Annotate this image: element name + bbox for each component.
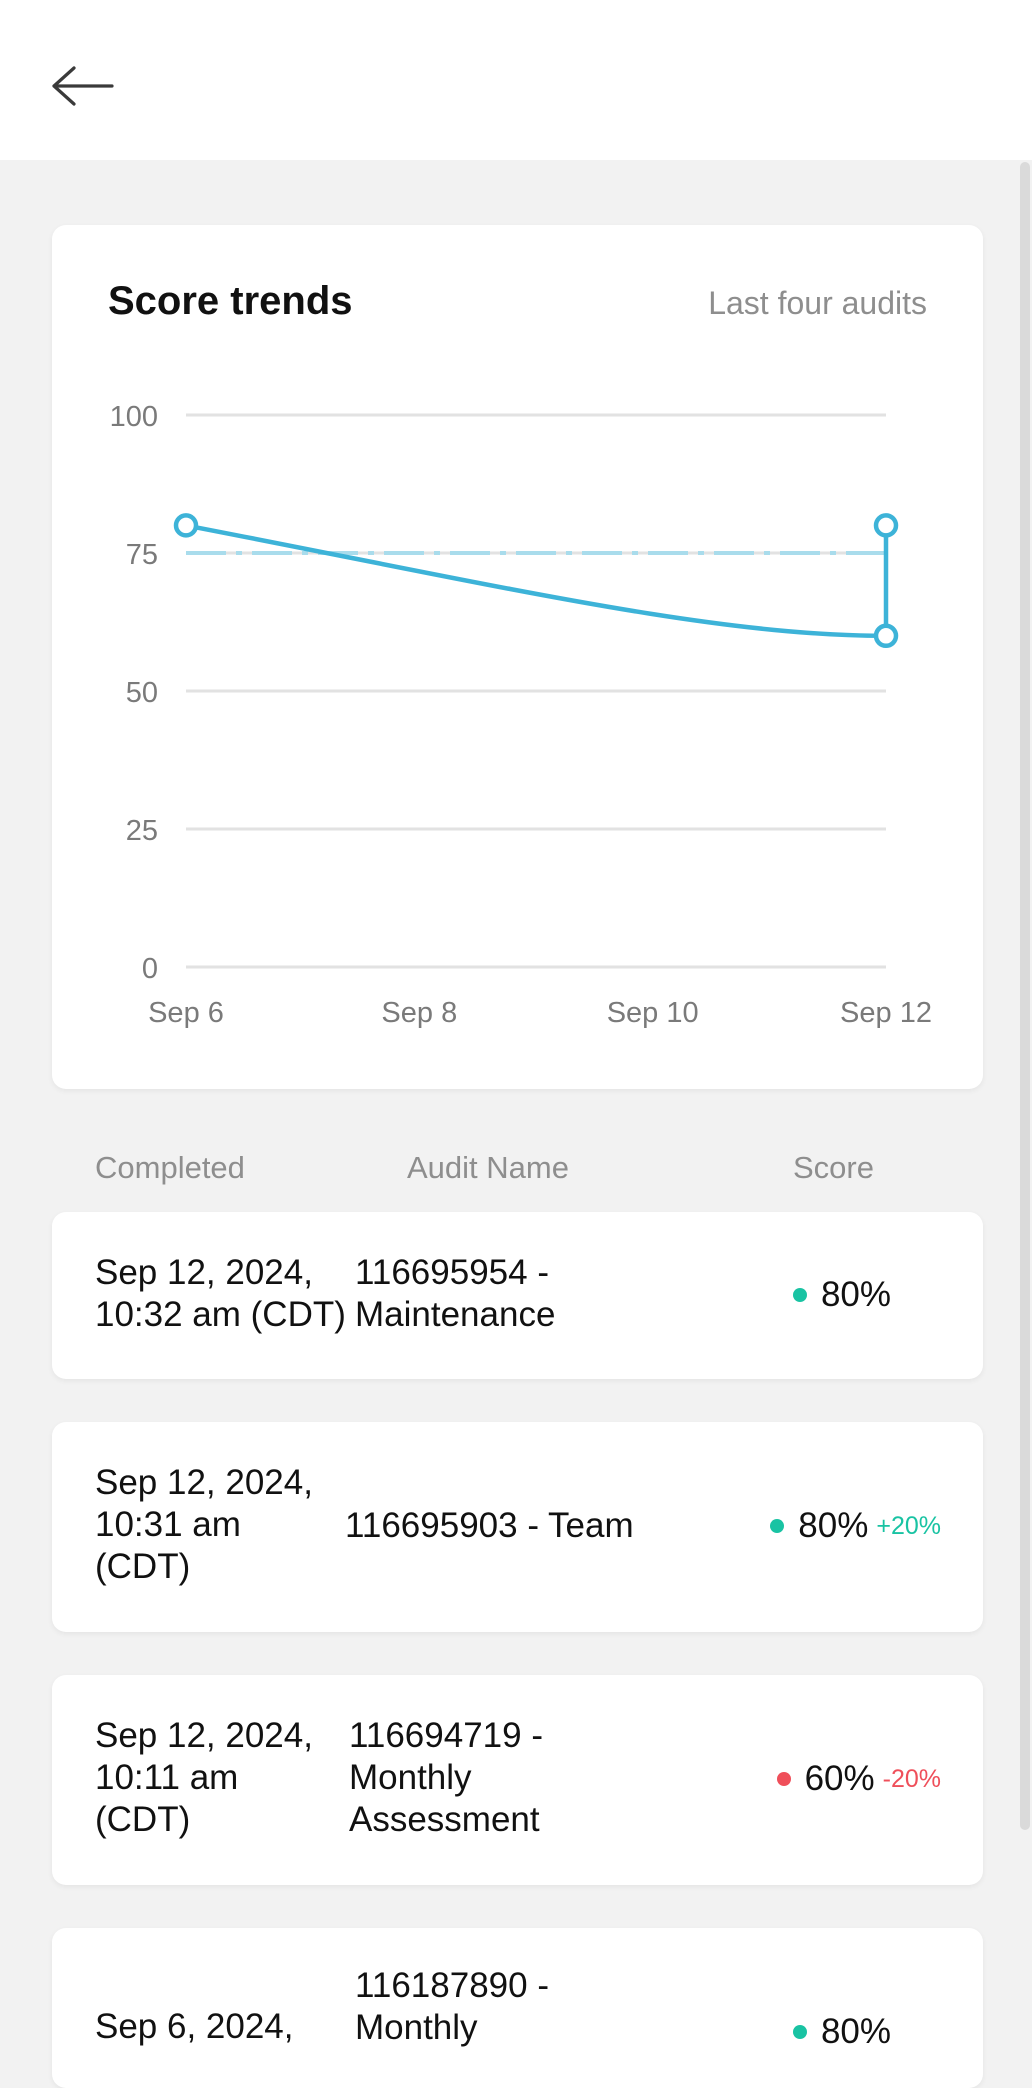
audit-name-line: 116695954 - [355,1253,549,1292]
audit-name-line: Monthly [349,1758,472,1797]
score-value: 80% [820,1275,891,1314]
series-line [185,523,889,639]
audit-name-line: 116694719 - [349,1716,543,1755]
completed-date: Sep 12, 2024, 10:32 am (CDT) [95,1252,346,1336]
audit-name: 116695903 - Team [345,1505,634,1547]
header-completed: Completed [95,1150,245,1185]
completed-date-line: Sep 12, 2024, [95,1463,313,1502]
audit-name-line: 116695903 - Team [345,1506,634,1545]
status-dot [792,1288,807,1302]
status-dot [776,1772,791,1786]
audit-name: 116694719 - Monthly Assessment [349,1715,543,1841]
chart-subtitle: Last four audits [708,285,927,321]
completed-date-line: 10:11 am [95,1758,239,1797]
audit-row[interactable]: Sep 12, 2024, 10:11 am (CDT) 116694719 - Mon… [52,1675,983,1885]
table-header: Completed Audit Name Score [0,1150,1032,1194]
score-delta: -20% [882,1764,941,1793]
y-tick-label: 25 [126,815,158,847]
score-cell: 60% -20% [776,1757,941,1801]
arrow-left-icon [52,66,114,106]
data-point [173,513,199,538]
scrollbar-thumb[interactable] [1020,162,1030,1830]
x-tick-label: Sep 10 [607,997,699,1029]
score-trends-card: Score trends Last four audits 0 25 50 75 100… [52,225,983,1089]
score-cell: 80% [792,2010,891,2054]
completed-date-line: Sep 12, 2024, [95,1716,313,1755]
y-tick-label: 100 [110,401,158,433]
score-value: 60% [804,1759,875,1798]
audit-row[interactable]: Sep 6, 2024, 116187890 - Monthly 80% [52,1928,983,2088]
score-value: 80% [798,1506,869,1545]
completed-date: Sep 12, 2024, 10:11 am (CDT) [95,1715,313,1841]
x-tick-label: Sep 8 [381,997,457,1029]
score-delta: +20% [876,1511,941,1540]
chart-title: Score trends [108,279,353,323]
completed-date-line: (CDT) [95,1800,191,1839]
completed-date: Sep 6, 2024, [95,2006,294,2048]
data-point [873,513,899,538]
completed-date-line: 10:31 am [95,1505,241,1544]
audit-name-line: Maintenance [355,1295,556,1334]
status-dot [792,2025,807,2039]
completed-date-line: Sep 12, 2024, [95,1253,313,1292]
audit-name-line: 116187890 - [355,1966,549,2005]
top-app-bar [0,0,1032,160]
y-tick-label: 0 [142,953,158,985]
y-tick-label: 75 [126,539,158,571]
score-cell: 80% [792,1273,891,1317]
score-trend-chart: 0 25 50 75 100 Sep 6 Sep 8 Sep 10 Sep 12 [110,401,932,1029]
audit-name-line: Monthly [355,2008,478,2047]
completed-date-line: 10:32 am (CDT) [95,1295,346,1334]
x-tick-label: Sep 12 [840,997,932,1029]
y-tick-label: 50 [126,677,158,709]
data-point [873,623,899,649]
completed-date-line: (CDT) [95,1547,191,1586]
x-tick-label: Sep 6 [148,997,224,1029]
header-audit-name: Audit Name [407,1150,569,1185]
back-button[interactable] [46,56,122,116]
score-value: 80% [820,2012,891,2051]
completed-date-line: Sep 6, 2024, [95,2007,294,2046]
completed-date: Sep 12, 2024, 10:31 am (CDT) [95,1462,313,1588]
audit-name-line: Assessment [349,1800,540,1839]
audit-row[interactable]: Sep 12, 2024, 10:31 am (CDT) 116695903 - Te… [52,1422,983,1632]
header-score: Score [793,1150,874,1185]
audit-row[interactable]: Sep 12, 2024, 10:32 am (CDT) 116695954 - Ma… [52,1212,983,1379]
audit-name: 116695954 - Maintenance [355,1252,555,1336]
status-dot [770,1519,785,1533]
score-cell: 80% +20% [770,1504,941,1548]
audit-name: 116187890 - Monthly [355,1965,549,2049]
